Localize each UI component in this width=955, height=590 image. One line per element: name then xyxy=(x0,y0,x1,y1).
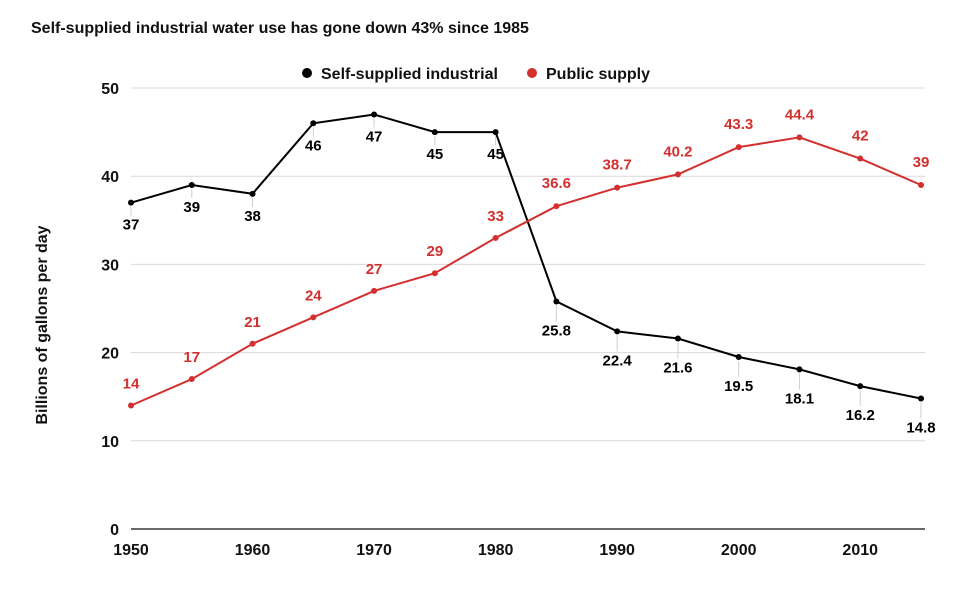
x-tick-label: 1970 xyxy=(356,542,392,559)
x-tick-label: 2000 xyxy=(721,542,757,559)
data-point xyxy=(674,171,681,178)
x-tick-label: 2010 xyxy=(842,542,878,559)
data-label: 47 xyxy=(366,128,383,145)
data-label: 21 xyxy=(244,314,261,331)
series-line xyxy=(130,136,922,407)
data-point xyxy=(128,402,134,409)
data-point xyxy=(614,184,621,191)
data-point xyxy=(796,134,803,141)
y-tick-label: 40 xyxy=(101,169,119,186)
data-point xyxy=(918,182,924,189)
x-tick-label: 1980 xyxy=(478,542,514,559)
x-tick-label: 1990 xyxy=(599,542,635,559)
data-label: 38.7 xyxy=(603,157,632,174)
chart-title: Self-supplied industrial water use has g… xyxy=(31,20,529,37)
data-label: 39 xyxy=(183,199,200,216)
x-tick-label: 1960 xyxy=(235,542,271,559)
data-point xyxy=(310,314,317,321)
data-label: 16.2 xyxy=(846,407,875,424)
data-labels: 37 39 38 46 47 45 45 25.8 22.4 21.6 19.5 18.1 16.2 14… xyxy=(123,106,936,436)
data-label: 21.6 xyxy=(663,359,692,376)
data-point xyxy=(188,182,195,189)
data-label: 29 xyxy=(427,243,444,260)
label-leaders xyxy=(130,118,922,419)
data-point xyxy=(371,111,378,118)
data-point xyxy=(857,383,864,390)
data-label: 27 xyxy=(366,261,383,278)
data-point xyxy=(735,354,742,361)
data-label: 19.5 xyxy=(724,378,753,395)
y-tick-label: 30 xyxy=(101,257,119,274)
data-point xyxy=(128,199,134,206)
data-point xyxy=(371,287,378,294)
x-axis-ticks: 1950 1960 1970 1980 1990 2000 2010 xyxy=(113,542,878,559)
legend-label: Self-supplied industrial xyxy=(321,66,498,83)
y-tick-label: 10 xyxy=(101,434,119,451)
data-label: 39 xyxy=(913,154,930,171)
data-label: 17 xyxy=(183,349,200,366)
data-label: 14 xyxy=(123,376,140,393)
data-label: 46 xyxy=(305,137,322,154)
data-point xyxy=(553,203,560,210)
data-label: 40.2 xyxy=(663,143,692,160)
y-tick-label: 0 xyxy=(110,522,119,539)
series-points xyxy=(128,111,924,409)
data-point xyxy=(553,298,560,305)
legend-marker xyxy=(302,68,312,78)
series-line xyxy=(130,113,922,400)
data-label: 36.6 xyxy=(542,175,571,192)
gridlines xyxy=(131,87,925,530)
data-point xyxy=(249,340,256,347)
data-label: 22.4 xyxy=(603,352,633,369)
data-label: 33 xyxy=(487,208,504,225)
data-label: 45 xyxy=(427,146,444,163)
legend: Self-supplied industrial Public supply xyxy=(302,66,650,83)
legend-marker xyxy=(527,68,537,78)
y-axis-label: Billions of gallons per day xyxy=(34,225,51,424)
data-label: 37 xyxy=(123,217,140,234)
data-label: 42 xyxy=(852,128,869,145)
data-point xyxy=(735,144,742,151)
data-point xyxy=(492,129,499,136)
y-tick-label: 50 xyxy=(101,81,119,98)
data-point xyxy=(431,129,438,136)
data-point xyxy=(492,234,499,241)
y-tick-label: 20 xyxy=(101,346,119,363)
data-point xyxy=(310,120,317,127)
data-point xyxy=(614,328,621,335)
data-label: 14.8 xyxy=(906,419,935,436)
y-axis-ticks: 0 10 20 30 40 50 xyxy=(101,81,119,539)
data-point xyxy=(857,155,864,162)
data-label: 25.8 xyxy=(542,322,571,339)
data-label: 18.1 xyxy=(785,390,814,407)
data-point xyxy=(796,366,803,373)
data-label: 44.4 xyxy=(785,106,815,123)
series-lines xyxy=(130,113,922,407)
data-point xyxy=(431,270,438,277)
data-point xyxy=(918,395,924,402)
data-point xyxy=(674,335,681,342)
x-tick-label: 1950 xyxy=(113,542,149,559)
data-label: 24 xyxy=(305,287,322,304)
legend-label: Public supply xyxy=(546,66,650,83)
data-point xyxy=(188,376,195,383)
data-label: 45 xyxy=(487,146,504,163)
data-point xyxy=(249,190,256,197)
data-label: 38 xyxy=(244,208,261,225)
data-label: 43.3 xyxy=(724,116,753,133)
